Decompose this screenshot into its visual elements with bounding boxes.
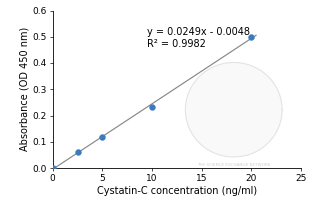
Text: y = 0.0249x - 0.0048: y = 0.0249x - 0.0048 <box>147 27 250 37</box>
Text: THE SCIENCE EXCHANGE NETWORK: THE SCIENCE EXCHANGE NETWORK <box>197 163 271 167</box>
Point <box>50 166 55 170</box>
Ellipse shape <box>185 63 282 157</box>
Point <box>100 135 105 138</box>
Point <box>75 150 80 153</box>
Point <box>149 105 154 109</box>
X-axis label: Cystatin-C concentration (ng/ml): Cystatin-C concentration (ng/ml) <box>97 186 257 196</box>
Y-axis label: Absorbance (OD 450 nm): Absorbance (OD 450 nm) <box>19 27 29 151</box>
Point <box>249 35 254 39</box>
Text: R² = 0.9982: R² = 0.9982 <box>147 39 206 49</box>
